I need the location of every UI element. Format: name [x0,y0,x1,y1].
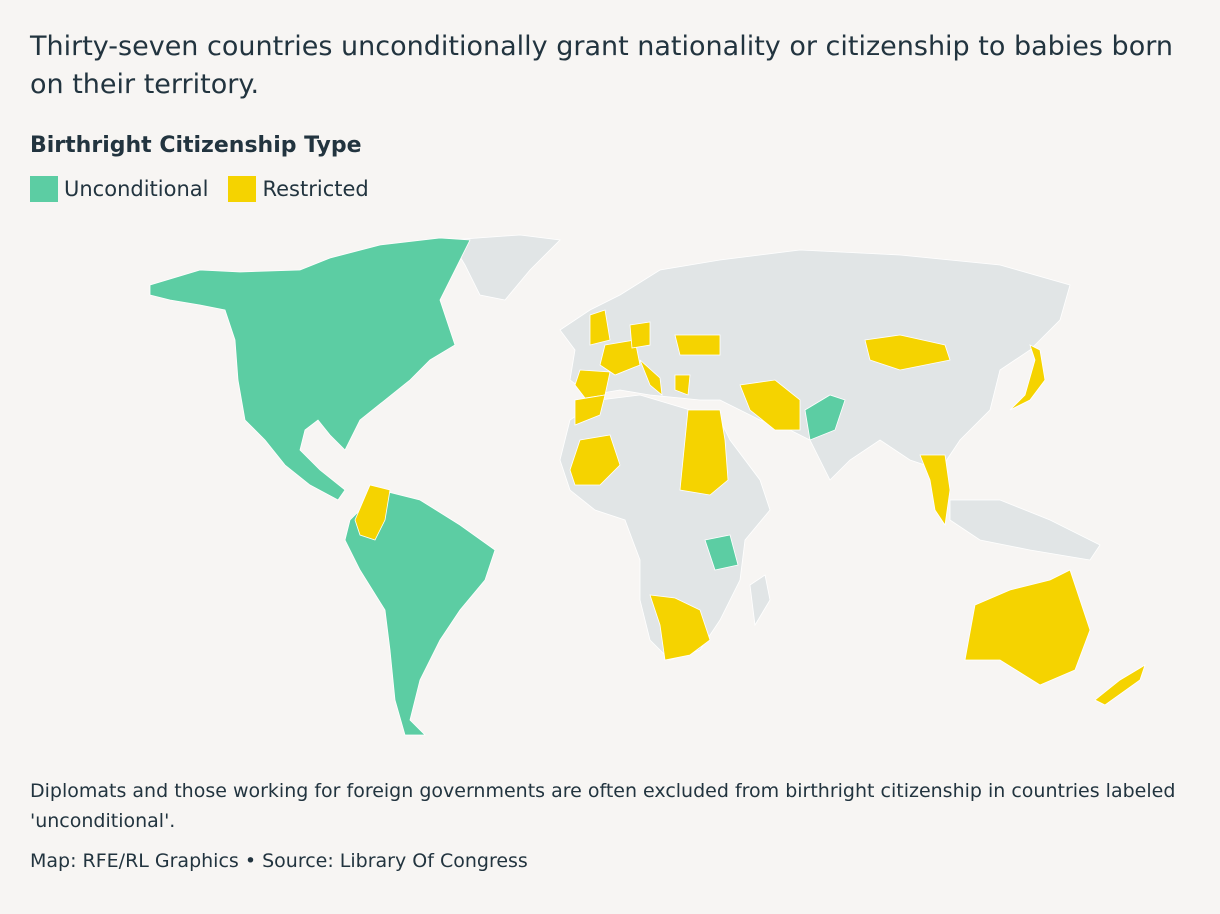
title: Thirty-seven countries unconditionally g… [30,31,1173,100]
legend-swatch [228,176,257,202]
legend-item: Unconditional [30,176,208,202]
legend-swatch [30,176,58,202]
unconditional-countries [149,237,846,736]
legend-label: Restricted [262,177,369,201]
legend: Unconditional Restricted [30,176,369,202]
restricted-countries [354,309,1146,706]
legend-title: Birthright Citizenship Type [30,133,362,158]
legend-label: Unconditional [64,177,209,201]
world-map [149,234,1146,736]
legend-item: Restricted [228,176,369,202]
note: Diplomats and those working for foreign … [30,780,1176,832]
source: Map: RFE/RL Graphics • Source: Library O… [30,850,528,872]
